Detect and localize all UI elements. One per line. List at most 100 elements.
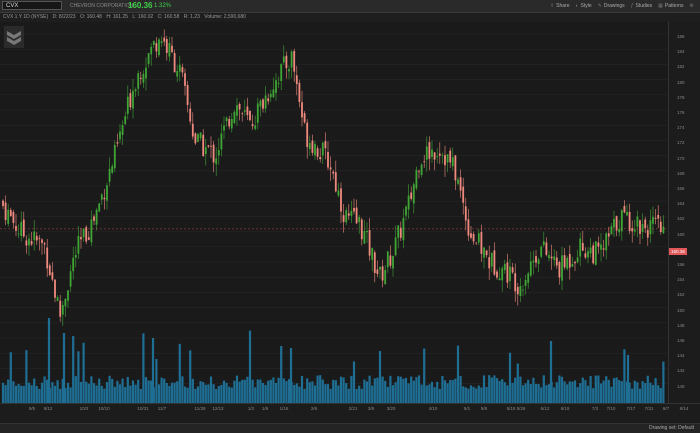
candle-body: [241, 113, 244, 115]
candle-body: [532, 260, 535, 263]
last-price: 160.36: [128, 1, 153, 10]
volume-bar: [238, 381, 241, 403]
candle-body: [501, 268, 504, 281]
candle-body: [587, 251, 589, 258]
candle-body: [267, 98, 270, 102]
drawing-set-selector[interactable]: Drawing set: Default: [648, 425, 694, 431]
candle-body: [561, 255, 563, 281]
volume-bar: [233, 380, 236, 403]
candle-body: [171, 45, 173, 53]
candle-body: [249, 110, 251, 121]
candle-body: [592, 245, 595, 264]
candle-body: [633, 229, 636, 232]
gear-button[interactable]: ⚙: [690, 0, 696, 12]
candle-body: [129, 93, 132, 108]
volume-bar: [558, 375, 561, 403]
date-tick-label: 5/8: [480, 406, 488, 411]
candle-body: [392, 255, 394, 269]
gear-icon: ⚙: [689, 3, 694, 9]
candle-body: [168, 42, 171, 57]
candle-body: [319, 157, 322, 160]
date-tick-label: 7/31: [644, 406, 654, 411]
volume-bar: [160, 377, 163, 403]
volume-bar: [248, 330, 252, 403]
volume-bar: [282, 378, 285, 403]
date-tick-label: 6/19: [560, 406, 570, 411]
volume-bar: [371, 385, 374, 403]
volume-bar: [56, 380, 59, 403]
date-tick-label: 10/31: [137, 406, 149, 411]
date-tick-label: 3/20: [386, 406, 396, 411]
candle-body: [280, 64, 283, 82]
volume-bar: [394, 382, 397, 403]
date-tick-label: 11/7: [157, 406, 167, 411]
price-tick-label: 180: [677, 79, 685, 85]
drawings-button[interactable]: ✎ Drawings: [598, 0, 625, 12]
volume-bar: [61, 378, 64, 403]
volume-bar: [235, 375, 239, 403]
volume-bar: [176, 381, 179, 403]
date-tick-label: 9/5: [28, 406, 36, 411]
candle-body: [399, 227, 402, 238]
volume-bar: [334, 380, 337, 403]
date-axis[interactable]: 9/5 9/12 10/3 10/10 10/31 11/7 11/28 12/12 1/2 1/…: [0, 403, 700, 424]
volume-bar: [264, 384, 267, 403]
style-button[interactable]: ◐ Style: [575, 0, 591, 12]
candle-body: [329, 167, 332, 170]
date-tick-label: 10/10: [98, 406, 110, 411]
volume-bar: [35, 385, 38, 403]
candle-body: [191, 123, 194, 137]
candle-body: [542, 241, 545, 245]
studies-button[interactable]: ƒ Studies: [631, 0, 652, 12]
candle-body: [12, 211, 15, 223]
candle-body: [327, 151, 329, 168]
price-axis[interactable]: 186 184 182 180 178 176 174 172 170 168 166 164 162 1…: [668, 22, 700, 403]
volume-bar: [51, 382, 54, 403]
volume-bar: [391, 385, 395, 403]
candle-body: [98, 203, 101, 212]
candle-body: [571, 263, 574, 267]
volume-bar: [521, 385, 525, 403]
volume-bar: [451, 380, 454, 403]
candle-body: [181, 67, 184, 73]
symbol-input[interactable]: CVX: [2, 1, 62, 10]
volume-bar: [597, 375, 600, 403]
last-price-marker: 160.36: [669, 248, 687, 255]
candle-body: [662, 226, 665, 234]
candle-body: [207, 145, 210, 147]
volume-bar: [358, 385, 361, 403]
share-button[interactable]: ⇪ Share: [550, 0, 570, 12]
volume-bar: [519, 376, 522, 403]
date-tick-label: 1/16: [279, 406, 289, 411]
price-chart[interactable]: [0, 22, 668, 403]
volume-bar: [443, 380, 447, 403]
candle-body: [103, 197, 106, 200]
candle-body: [212, 144, 215, 163]
candle-body: [431, 149, 433, 157]
volume-bar: [412, 380, 415, 403]
patterns-button[interactable]: ▦ Patterns: [658, 0, 683, 12]
candle-body: [381, 266, 384, 281]
bar-range: R: 1.23: [183, 14, 200, 20]
candle-body: [220, 133, 223, 150]
candle-body: [454, 155, 457, 181]
candle-body: [155, 43, 158, 52]
price-tick-label: 164: [677, 201, 685, 207]
volume-bar: [516, 363, 519, 403]
volume-bar: [511, 382, 514, 403]
candle-body: [509, 266, 511, 281]
candlestick-chart[interactable]: [0, 22, 668, 403]
volume-bar: [545, 385, 548, 403]
candle-body: [493, 250, 496, 275]
candle-body: [204, 147, 207, 155]
volume-bar: [155, 358, 158, 403]
price-tick-label: 152: [677, 292, 685, 298]
volume-bar: [17, 384, 20, 403]
candle-body: [540, 246, 543, 257]
volume-bar: [332, 379, 335, 403]
candle-body: [537, 259, 540, 265]
volume-bar: [319, 375, 322, 403]
candle-body: [628, 211, 631, 231]
candle-body: [314, 143, 316, 156]
price-tick-label: 186: [677, 34, 685, 39]
